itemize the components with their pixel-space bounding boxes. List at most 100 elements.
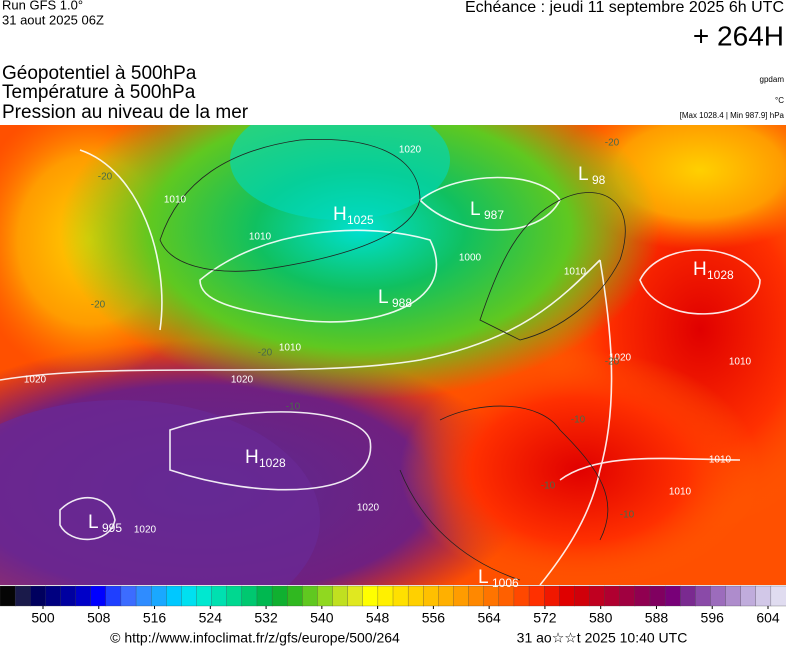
colorbar-swatch (755, 585, 772, 607)
center-pressure: 1028 (259, 456, 286, 470)
colorbar-swatch (589, 585, 606, 607)
center-pressure: 98 (592, 173, 606, 187)
lead-time: + 264H (693, 20, 784, 51)
center-letter: L (470, 199, 481, 220)
colorbar-swatch (740, 585, 757, 607)
colorbar-swatch (135, 585, 152, 607)
colorbar-tick-label: 572 (533, 610, 557, 626)
colorbar-swatch (362, 585, 379, 607)
isobar-label: 1020 (24, 375, 47, 386)
center-letter: H (245, 447, 259, 468)
colorbar-swatch (649, 585, 666, 607)
center-letter: H (333, 204, 347, 225)
colorbar-tick-label: 500 (31, 610, 55, 626)
colorbar-tick-label: 604 (756, 610, 780, 626)
colorbar-swatch (377, 585, 394, 607)
colorbar-swatch (287, 585, 303, 607)
colorbar-swatch (559, 585, 575, 607)
colorbar: 500 508 516 524 532 540 548 556 564 572 580 588 596 6… (0, 585, 786, 626)
unit-label: °C (775, 96, 784, 105)
temperature-label: -20 (605, 138, 620, 149)
temperature-label: -20 (91, 300, 106, 311)
isobar-label: 1020 (231, 375, 254, 386)
center-letter: L (578, 164, 589, 185)
isobar-label: 1010 (249, 232, 272, 243)
center-letter: L (88, 512, 99, 533)
colorbar-swatch (30, 585, 46, 607)
generated-time: 31 ao☆☆t 2025 10:40 UTC (517, 630, 688, 646)
colorbar-swatch (120, 585, 137, 607)
temperature-label: -10 (286, 402, 301, 413)
run-date: 31 aout 2025 06Z (2, 12, 104, 27)
isobar-label: 1010 (729, 357, 752, 368)
temperature-label: -10 (620, 510, 635, 521)
center-letter: H (693, 259, 707, 280)
center-letter: L (378, 287, 389, 308)
colorbar-tick-label: 540 (310, 610, 334, 626)
colorbar-tick-label: 596 (701, 610, 725, 626)
colorbar-swatch (196, 585, 213, 607)
map (0, 125, 786, 585)
colorbar-tick-label: 564 (477, 610, 501, 626)
colorbar-tick-label: 588 (645, 610, 669, 626)
colorbar-swatch (45, 585, 61, 607)
colorbar-swatch (453, 585, 470, 607)
colorbar-swatch (423, 585, 439, 607)
colorbar-tick-label: 580 (589, 610, 613, 626)
colorbar-swatch (664, 585, 681, 607)
colorbar-swatch (60, 585, 77, 607)
colorbar-swatch (256, 585, 273, 607)
center-pressure: 995 (102, 521, 122, 535)
colorbar-swatch (332, 585, 349, 607)
colorbar-swatch (695, 585, 711, 607)
colorbar-swatch (317, 585, 333, 607)
colorbar-swatch (181, 585, 197, 607)
temperature-label: -20 (98, 172, 113, 183)
colorbar-swatch (0, 585, 16, 607)
isobar-label: 1020 (357, 503, 380, 514)
isobar-label: 1000 (459, 253, 482, 264)
isobar-label: 1010 (709, 455, 732, 466)
colorbar-swatch (544, 585, 560, 607)
colorbar-swatch (105, 585, 122, 607)
isobar-label: 1010 (564, 267, 587, 278)
colorbar-swatch (574, 585, 590, 607)
colorbar-tick-label: 556 (422, 610, 446, 626)
colorbar-swatch (90, 585, 107, 607)
center-pressure: 1025 (347, 213, 374, 227)
colorbar-swatch (241, 585, 258, 607)
valid-time: Echéance : jeudi 11 septembre 2025 6h UT… (465, 0, 784, 16)
colorbar-swatch (166, 585, 182, 607)
colorbar-swatch (151, 585, 167, 607)
colorbar-swatch (407, 585, 424, 607)
colorbar-swatch (468, 585, 485, 607)
temperature-label: -20 (605, 357, 620, 368)
colorbar-tick-label: 548 (366, 610, 390, 626)
colorbar-swatch (710, 585, 726, 607)
colorbar-swatch (347, 585, 364, 607)
isobar-label: 1010 (164, 195, 187, 206)
center-pressure: 987 (484, 208, 504, 222)
colorbar-swatch (619, 585, 636, 607)
colorbar-swatch (302, 585, 318, 607)
isobar-label: 1020 (134, 525, 157, 536)
source-link[interactable]: © http://www.infoclimat.fr/z/gfs/europe/… (110, 630, 400, 646)
unit-label: [Max 1028.4 | Min 987.9] hPa (680, 111, 785, 120)
colorbar-swatch (14, 585, 31, 607)
colorbar-tick-label: 524 (199, 610, 223, 626)
colorbar-swatch (226, 585, 243, 607)
title-line: Pression au niveau de la mer (2, 102, 249, 123)
center-letter: L (478, 567, 489, 588)
center-pressure: 1028 (707, 268, 734, 282)
isobar-label: 1020 (609, 353, 632, 364)
temperature-label: -10 (571, 415, 586, 426)
center-pressure: 1006 (492, 576, 519, 590)
colorbar-swatch (392, 585, 409, 607)
isobar-label: 1010 (669, 487, 692, 498)
colorbar-swatch (75, 585, 92, 607)
temperature-label: -20 (258, 348, 273, 359)
title-line: Température à 500hPa (2, 82, 196, 103)
center-pressure: 988 (392, 296, 412, 310)
